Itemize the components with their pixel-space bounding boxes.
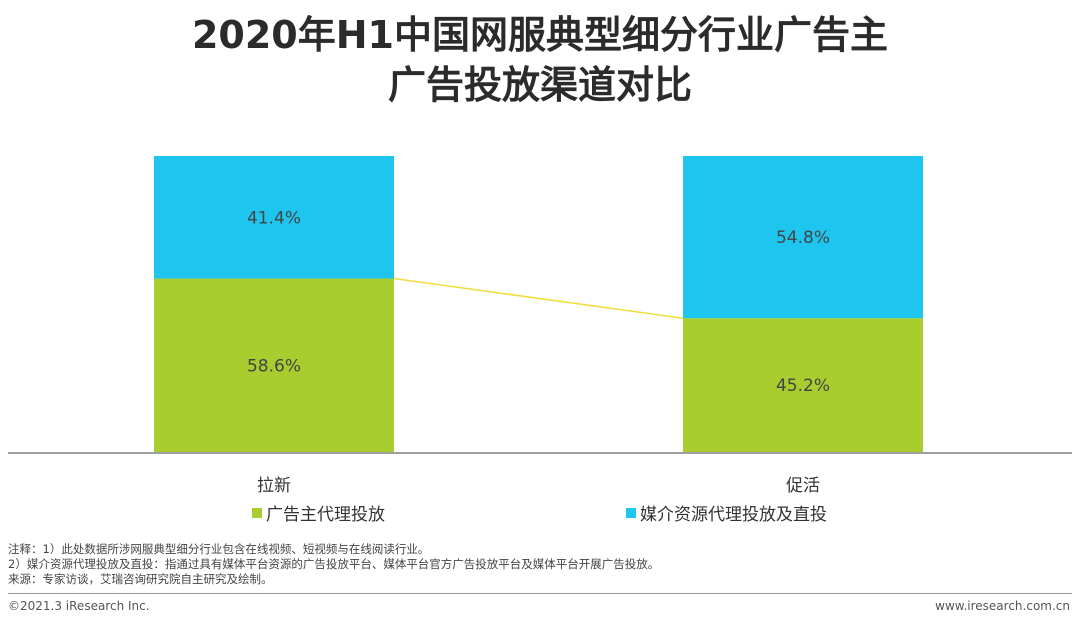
category-label-1: 拉新: [257, 476, 291, 496]
legend-swatch-agency: [252, 507, 262, 518]
chart-title-line1: 2020年H1中国网服典型细分行业广告主: [191, 13, 888, 57]
data-label-media-1: 41.4%: [247, 208, 301, 228]
legend-label-media: 媒介资源代理投放及直投: [640, 505, 827, 525]
chart-title: 2020年H1中国网服典型细分行业广告主 广告投放渠道对比: [0, 10, 1080, 110]
bar-media-1: [154, 156, 394, 279]
chart-title-line2: 广告投放渠道对比: [387, 63, 692, 107]
data-label-agency-2: 45.2%: [776, 376, 830, 396]
note-source: 来源：专家访谈，艾瑞咨询研究院自主研究及绘制。: [8, 572, 273, 586]
stacked-bar-chart: 58.6% 41.4% 拉新 45.2% 54.8% 促活: [8, 156, 1072, 496]
legend-item-media: 媒介资源代理投放及直投: [626, 500, 827, 525]
bar-media-2: [683, 156, 923, 319]
legend-item-agency: 广告主代理投放: [252, 500, 385, 525]
footer-divider: [8, 593, 1072, 594]
category-label-2: 促活: [786, 476, 820, 496]
note-line1: 注释：1）此处数据所涉网服典型细分行业包含在线视频、短视频与在线阅读行业。: [8, 542, 430, 556]
series-connector-line: [393, 277, 684, 319]
legend-swatch-media: [626, 507, 636, 518]
notes: 注释：1）此处数据所涉网服典型细分行业包含在线视频、短视频与在线阅读行业。 2）…: [8, 542, 659, 587]
bar-agency-2: [683, 318, 923, 452]
note-line2: 2）媒介资源代理投放及直投：指通过具有媒体平台资源的广告投放平台、媒体平台官方广…: [8, 557, 660, 571]
data-label-media-2: 54.8%: [776, 228, 830, 248]
legend-label-agency: 广告主代理投放: [266, 505, 385, 525]
footer-website[interactable]: www.iresearch.com.cn: [935, 599, 1070, 613]
data-label-agency-1: 58.6%: [247, 356, 301, 376]
footer-copyright: ©2021.3 iResearch Inc.: [8, 599, 150, 613]
bar-agency-1: [154, 278, 394, 452]
